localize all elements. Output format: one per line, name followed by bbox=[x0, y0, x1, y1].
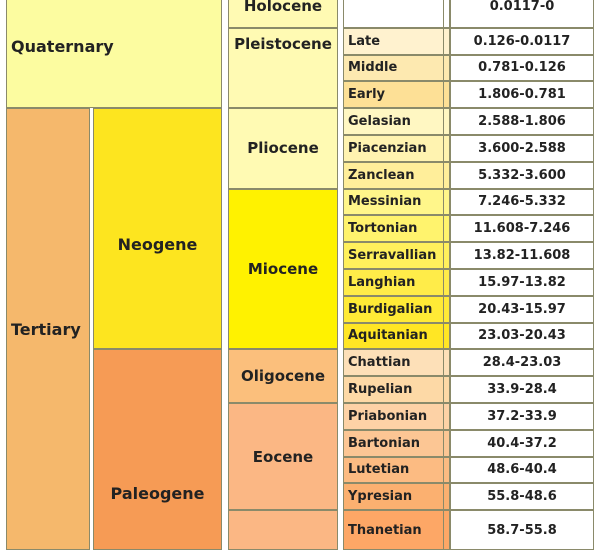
stage-spacer bbox=[444, 188, 450, 216]
stage-spacer bbox=[444, 403, 450, 430]
stage-name: Zanclean bbox=[343, 161, 444, 189]
stage-name: Burdigalian bbox=[343, 295, 444, 323]
stage-age: 3.600-2.588 bbox=[450, 135, 594, 162]
stage-age: 48.6-40.4 bbox=[450, 456, 594, 484]
stage-spacer bbox=[444, 322, 450, 350]
stage-name: Serravallian bbox=[343, 242, 444, 269]
stage-age: 40.4-37.2 bbox=[450, 429, 594, 457]
stage-name: Tortonian bbox=[343, 215, 444, 243]
stage-spacer bbox=[444, 0, 450, 28]
stage-name: Thanetian bbox=[343, 510, 444, 550]
subperiod-paleogene: Paleogene bbox=[93, 349, 222, 550]
stage-spacer bbox=[444, 429, 450, 457]
epoch-oligocene: Oligocene bbox=[228, 349, 338, 403]
stage-name: Lutetian bbox=[343, 456, 444, 484]
stage-spacer bbox=[444, 269, 450, 296]
stage-spacer bbox=[444, 215, 450, 243]
stage-name: Rupelian bbox=[343, 376, 444, 403]
stage-age: 0.0117-0 bbox=[450, 0, 594, 28]
stage-age: 2.588-1.806 bbox=[450, 108, 594, 135]
stage-age: 11.608-7.246 bbox=[450, 215, 594, 243]
stage-age: 33.9-28.4 bbox=[450, 376, 594, 403]
stage-name: Langhian bbox=[343, 269, 444, 296]
stage-name: Ypresian bbox=[343, 483, 444, 511]
epoch-pleistocene: Pleistocene bbox=[228, 27, 338, 109]
stage-age: 0.781-0.126 bbox=[450, 54, 594, 82]
stage-name: Messinian bbox=[343, 188, 444, 216]
period-quaternary: Quaternary bbox=[6, 0, 222, 109]
stage-spacer bbox=[444, 242, 450, 269]
stage-spacer bbox=[444, 54, 450, 82]
stage-name: Late bbox=[343, 27, 444, 55]
stage-age: 28.4-23.03 bbox=[450, 349, 594, 377]
epoch-holocene: Holocene bbox=[228, 0, 338, 28]
stage-age: 13.82-11.608 bbox=[450, 242, 594, 269]
stage-name bbox=[343, 0, 444, 28]
epoch-paleocene bbox=[228, 510, 338, 550]
stage-age: 15.97-13.82 bbox=[450, 269, 594, 296]
stage-spacer bbox=[444, 349, 450, 377]
stage-spacer bbox=[444, 108, 450, 135]
stage-age: 23.03-20.43 bbox=[450, 322, 594, 350]
stage-spacer bbox=[444, 27, 450, 55]
stage-age: 58.7-55.8 bbox=[450, 510, 594, 550]
period-tertiary: Tertiary bbox=[6, 108, 90, 550]
stage-spacer bbox=[444, 295, 450, 323]
epoch-miocene: Miocene bbox=[228, 188, 338, 350]
stage-age: 55.8-48.6 bbox=[450, 483, 594, 511]
stage-age: 7.246-5.332 bbox=[450, 188, 594, 216]
subperiod-neogene: Neogene bbox=[93, 108, 222, 350]
stage-spacer bbox=[444, 376, 450, 403]
stage-name: Gelasian bbox=[343, 108, 444, 135]
stage-age: 5.332-3.600 bbox=[450, 161, 594, 189]
epoch-eocene: Eocene bbox=[228, 403, 338, 511]
stage-spacer bbox=[444, 456, 450, 484]
epoch-pliocene: Pliocene bbox=[228, 108, 338, 189]
stage-age: 37.2-33.9 bbox=[450, 403, 594, 430]
stage-age: 20.43-15.97 bbox=[450, 295, 594, 323]
stage-spacer bbox=[444, 161, 450, 189]
stage-spacer bbox=[444, 81, 450, 109]
stage-spacer bbox=[444, 483, 450, 511]
stage-name: Chattian bbox=[343, 349, 444, 377]
stage-age: 1.806-0.781 bbox=[450, 81, 594, 109]
stage-name: Priabonian bbox=[343, 403, 444, 430]
stage-name: Bartonian bbox=[343, 429, 444, 457]
stage-name: Middle bbox=[343, 54, 444, 82]
stage-name: Piacenzian bbox=[343, 135, 444, 162]
stage-age: 0.126-0.0117 bbox=[450, 27, 594, 55]
stage-name: Early bbox=[343, 81, 444, 109]
stage-spacer bbox=[444, 135, 450, 162]
stage-name: Aquitanian bbox=[343, 322, 444, 350]
